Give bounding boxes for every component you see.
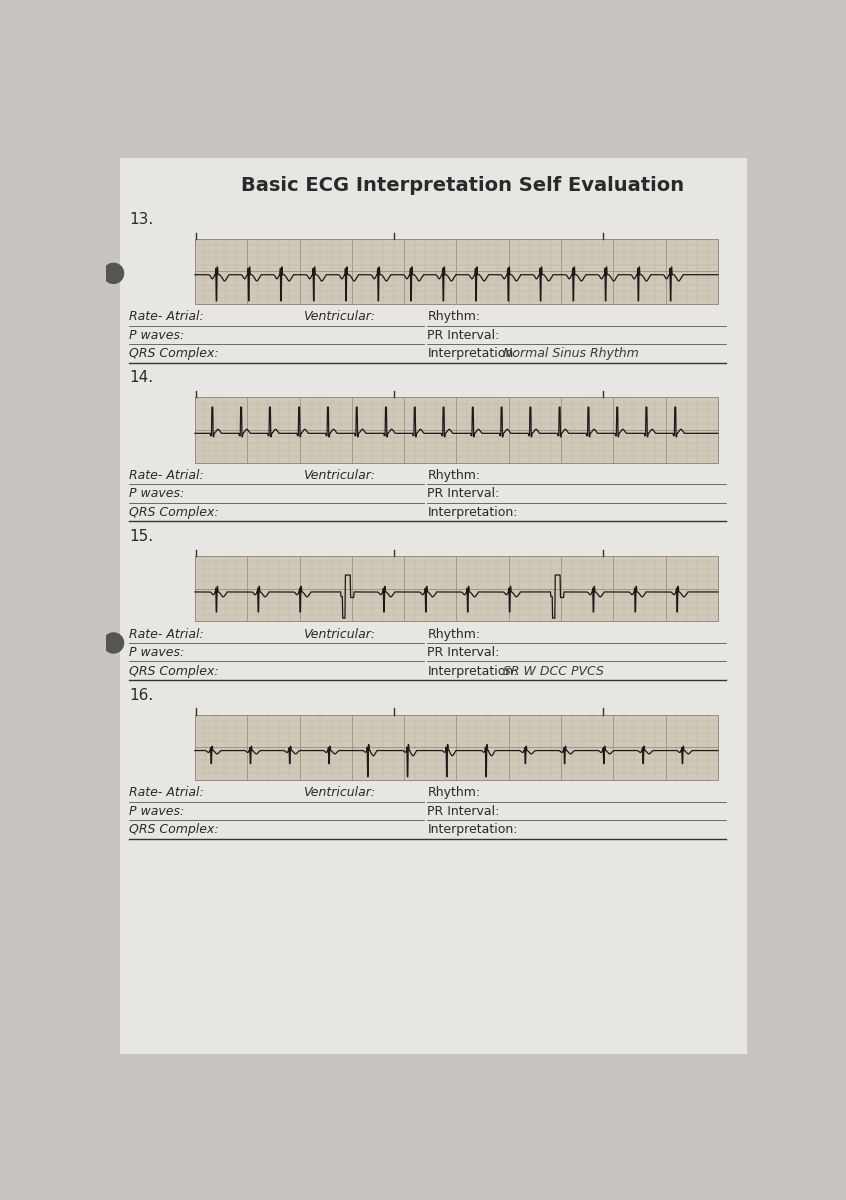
Text: Ventricular:: Ventricular:: [304, 469, 376, 482]
Text: PR Interval:: PR Interval:: [427, 487, 500, 500]
Text: Rate- Atrial:: Rate- Atrial:: [129, 786, 204, 799]
Text: 16.: 16.: [129, 688, 153, 703]
Bar: [195, 239, 718, 304]
Text: Rhythm:: Rhythm:: [427, 311, 481, 323]
Text: QRS Complex:: QRS Complex:: [129, 665, 218, 678]
Text: P waves:: P waves:: [129, 487, 184, 500]
Text: Interpretation:: Interpretation:: [427, 347, 518, 360]
Text: PR Interval:: PR Interval:: [427, 329, 500, 342]
Text: P waves:: P waves:: [129, 646, 184, 659]
Text: Ventricular:: Ventricular:: [304, 786, 376, 799]
Text: 14.: 14.: [129, 371, 153, 385]
Text: Basic ECG Interpretation Self Evaluation: Basic ECG Interpretation Self Evaluation: [241, 176, 684, 196]
Bar: [195, 556, 718, 622]
Text: Ventricular:: Ventricular:: [304, 311, 376, 323]
Text: 15.: 15.: [129, 529, 153, 544]
Text: QRS Complex:: QRS Complex:: [129, 506, 218, 518]
Text: PR Interval:: PR Interval:: [427, 646, 500, 659]
Circle shape: [103, 632, 124, 653]
Text: Rate- Atrial:: Rate- Atrial:: [129, 469, 204, 482]
Text: Interpretation:: Interpretation:: [427, 823, 518, 836]
Text: PR Interval:: PR Interval:: [427, 805, 500, 817]
Text: Rhythm:: Rhythm:: [427, 786, 481, 799]
Text: Interpretation:: Interpretation:: [427, 506, 518, 518]
Text: Rate- Atrial:: Rate- Atrial:: [129, 628, 204, 641]
Text: P waves:: P waves:: [129, 329, 184, 342]
Text: P waves:: P waves:: [129, 805, 184, 817]
Text: QRS Complex:: QRS Complex:: [129, 347, 218, 360]
Text: SR W DCC PVCS: SR W DCC PVCS: [503, 665, 604, 678]
Bar: [195, 397, 718, 463]
Bar: [195, 714, 718, 780]
Text: QRS Complex:: QRS Complex:: [129, 823, 218, 836]
Text: Rhythm:: Rhythm:: [427, 469, 481, 482]
Text: 13.: 13.: [129, 211, 153, 227]
Text: Interpretation:: Interpretation:: [427, 665, 518, 678]
Text: Ventricular:: Ventricular:: [304, 628, 376, 641]
Text: Normal Sinus Rhythm: Normal Sinus Rhythm: [503, 347, 639, 360]
Text: Rhythm:: Rhythm:: [427, 628, 481, 641]
Text: Rate- Atrial:: Rate- Atrial:: [129, 311, 204, 323]
Circle shape: [103, 263, 124, 283]
